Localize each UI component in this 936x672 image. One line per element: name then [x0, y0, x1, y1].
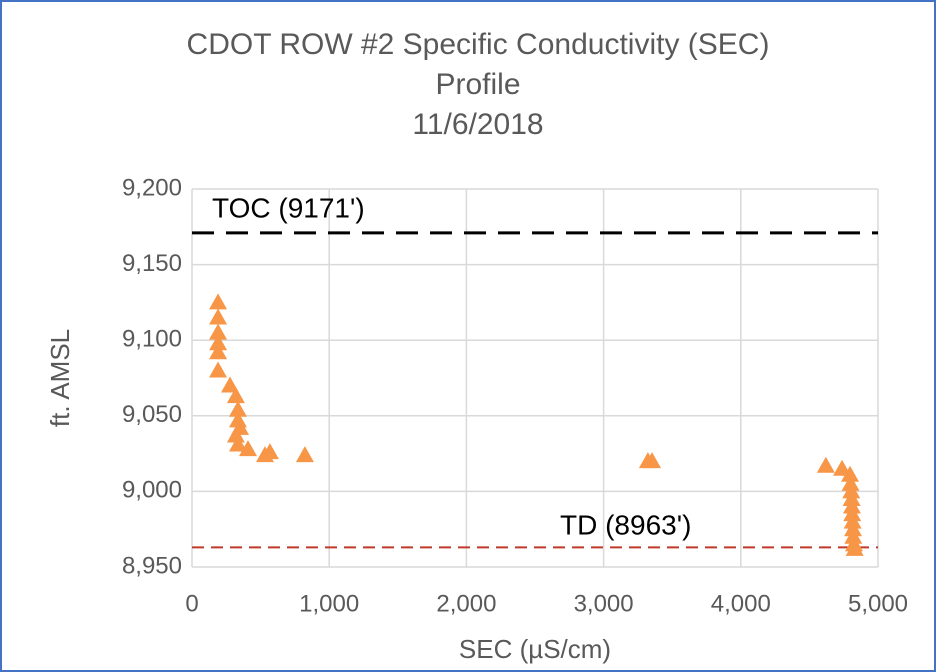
x-tick-label: 0	[185, 590, 198, 617]
data-point	[833, 459, 852, 476]
data-point	[842, 482, 861, 499]
y-tick-label: 9,150	[122, 250, 182, 277]
data-point	[842, 497, 861, 514]
data-point	[841, 474, 860, 491]
x-tick-label: 5,000	[848, 590, 908, 617]
data-point	[816, 456, 835, 473]
x-tick-label: 4,000	[711, 590, 771, 617]
x-tick-label: 3,000	[574, 590, 634, 617]
data-point	[841, 465, 860, 482]
y-tick-label: 9,050	[122, 401, 182, 428]
chart-title: Profile	[435, 68, 520, 101]
y-tick-label: 9,100	[122, 326, 182, 353]
data-point	[228, 435, 247, 452]
data-point	[209, 334, 228, 351]
y-tick-label: 9,200	[122, 174, 182, 201]
data-point	[295, 446, 314, 463]
data-point	[209, 323, 228, 340]
data-point	[221, 376, 240, 393]
data-point	[844, 527, 863, 544]
data-point	[843, 512, 862, 529]
data-point	[228, 400, 247, 417]
x-tick-label: 1,000	[299, 590, 359, 617]
data-point	[238, 440, 257, 457]
data-point	[643, 452, 662, 469]
x-axis-label: SEC (µS/cm)	[459, 634, 611, 664]
reference-label: TOC (9171')	[212, 192, 365, 223]
data-point	[209, 343, 228, 360]
data-point	[226, 387, 245, 404]
data-point	[844, 520, 863, 537]
data-point	[209, 293, 228, 310]
chart-title: CDOT ROW #2 Specific Conductivity (SEC)	[187, 28, 770, 61]
data-point	[845, 539, 864, 556]
data-point	[842, 489, 861, 506]
data-point	[260, 443, 279, 460]
x-tick-label: 2,000	[436, 590, 496, 617]
y-tick-label: 9,000	[122, 477, 182, 504]
data-point	[209, 308, 228, 325]
y-tick-label: 8,950	[122, 552, 182, 579]
data-point	[843, 505, 862, 522]
reference-label: TD (8963')	[560, 509, 691, 540]
chart-title: 11/6/2018	[412, 108, 543, 141]
data-point	[226, 426, 245, 443]
y-axis-label: ft. AMSL	[45, 329, 75, 427]
data-point	[209, 361, 228, 378]
